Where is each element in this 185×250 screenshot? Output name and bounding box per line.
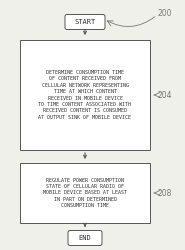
Text: 208: 208 (158, 188, 172, 198)
FancyBboxPatch shape (65, 14, 105, 30)
Text: 204: 204 (158, 90, 172, 100)
Text: 200: 200 (158, 10, 172, 18)
FancyBboxPatch shape (68, 230, 102, 246)
Text: DETERMINE CONSUMPTION TIME
OF CONTENT RECEIVED FROM
CELLULAR NETWORK REPRESENTIN: DETERMINE CONSUMPTION TIME OF CONTENT RE… (38, 70, 132, 120)
FancyBboxPatch shape (20, 163, 150, 223)
Text: REGULATE POWER CONSUMPTION
STATE OF CELLULAR RADIO OF
MOBILE DEVICE BASED AT LEA: REGULATE POWER CONSUMPTION STATE OF CELL… (43, 178, 127, 208)
FancyBboxPatch shape (20, 40, 150, 150)
Text: END: END (79, 235, 91, 241)
Text: START: START (74, 19, 96, 25)
